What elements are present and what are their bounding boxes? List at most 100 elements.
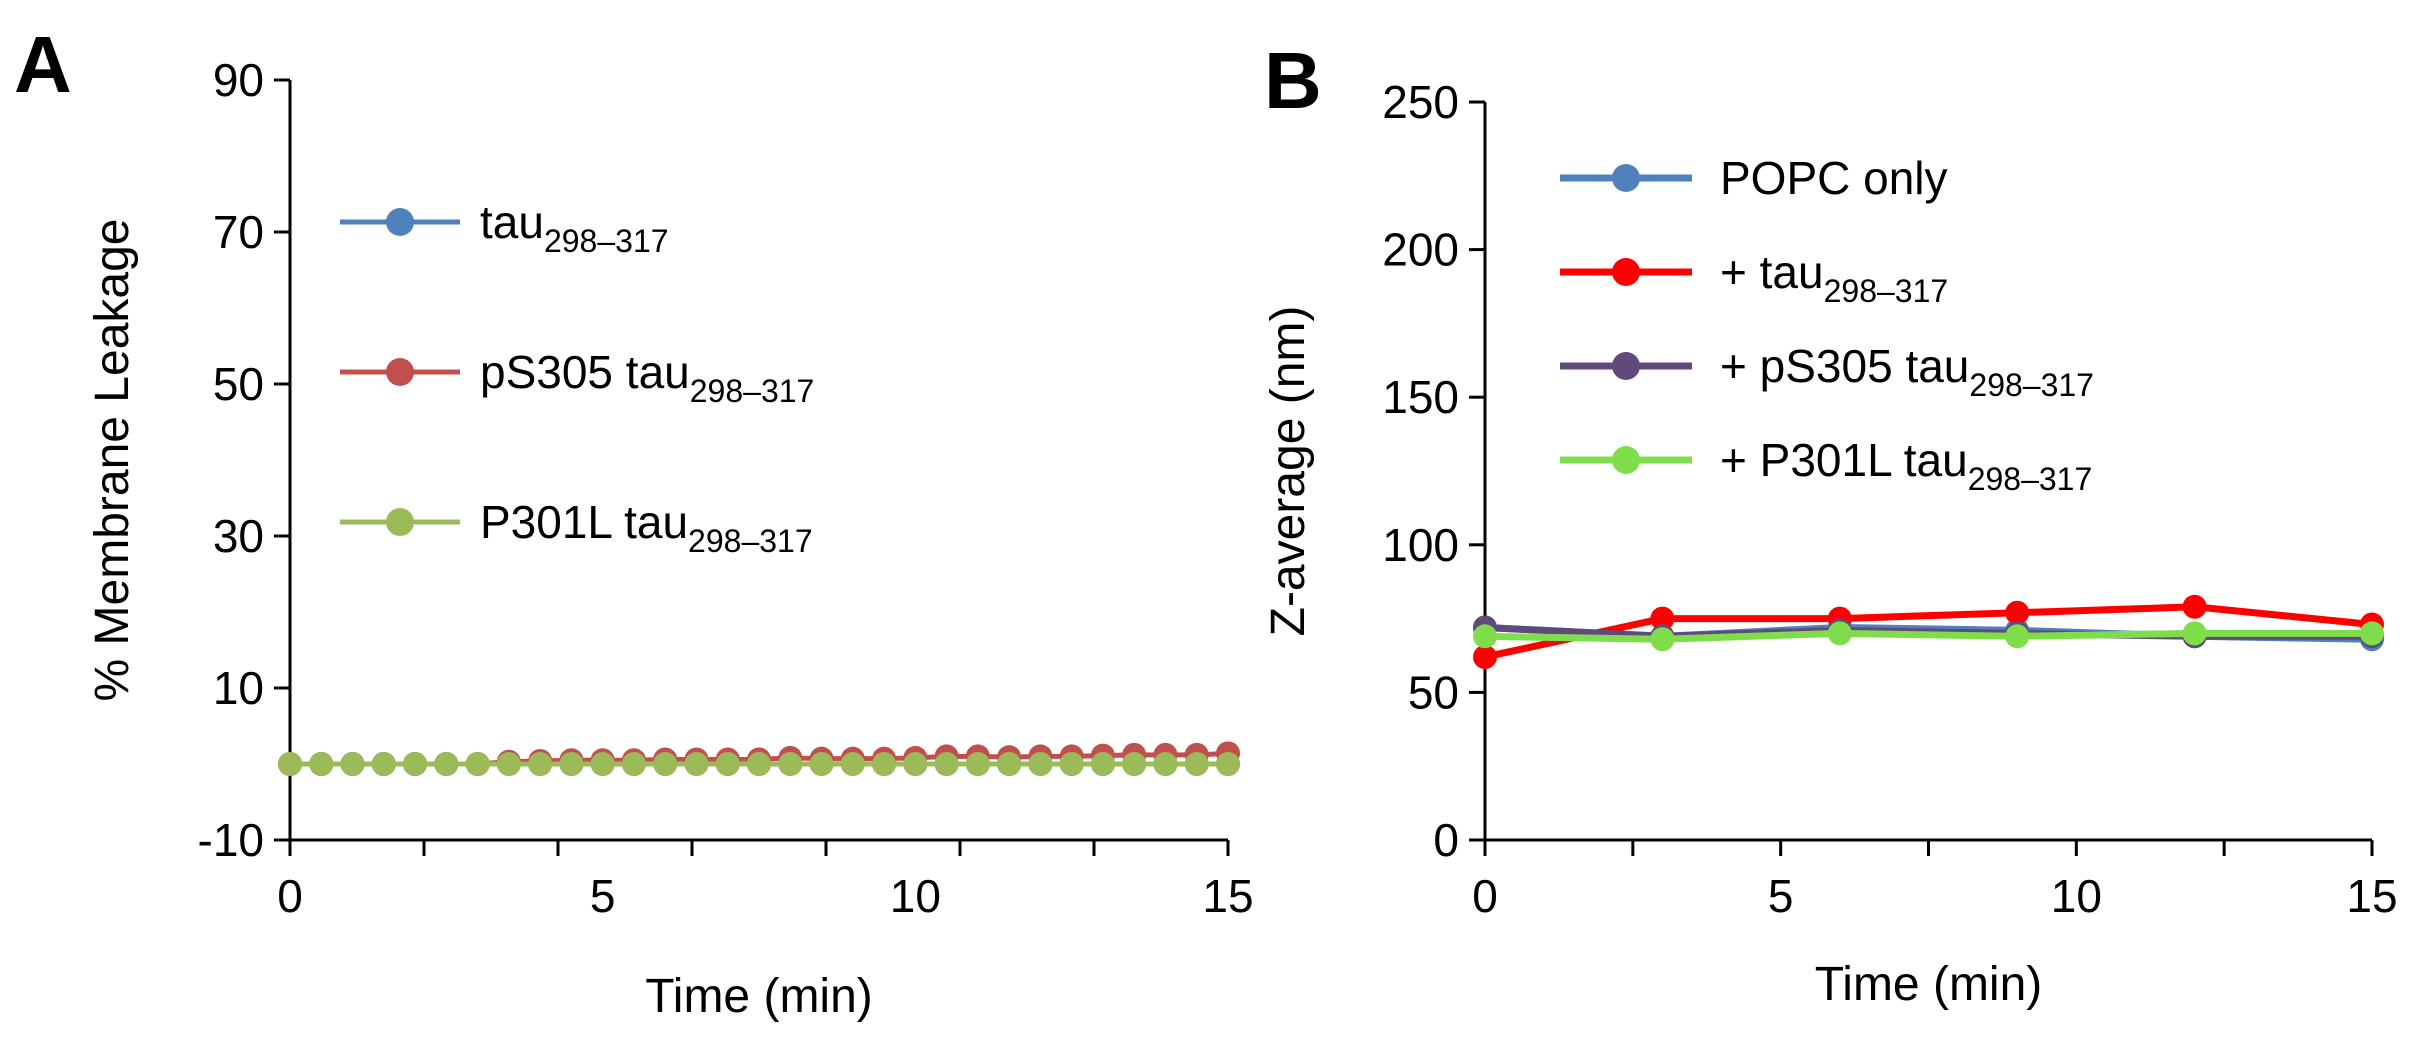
data-point: [528, 752, 553, 776]
series-line: [1484, 603, 2373, 661]
data-point: [1473, 644, 1497, 669]
y-tick-label: 70: [213, 206, 264, 258]
legend-label-subscript: 298–317: [544, 223, 669, 259]
data-point: [1059, 752, 1084, 776]
data-point: [403, 752, 428, 776]
legend-label-subscript: 298–317: [690, 373, 815, 409]
data-point: [1650, 627, 1675, 652]
data-point: [2182, 621, 2207, 646]
x-tick-label: 15: [1202, 870, 1253, 922]
data-point: [653, 752, 678, 776]
legend-marker: [386, 208, 414, 236]
data-point: [1028, 752, 1053, 776]
legend-label-text: pS305 tau: [480, 346, 690, 398]
data-point: [872, 752, 897, 776]
y-tick-label: 200: [1382, 224, 1459, 276]
data-point: [997, 752, 1022, 776]
data-point: [747, 752, 771, 776]
legend-marker: [1612, 258, 1640, 286]
x-tick-label: 10: [2051, 870, 2102, 922]
y-axis-title: % Membrane Leakage: [86, 219, 139, 702]
legend-marker: [386, 358, 414, 386]
data-point: [2005, 624, 2030, 649]
data-point: [934, 752, 959, 776]
y-tick-label: 100: [1382, 519, 1459, 571]
data-point: [1184, 752, 1209, 776]
data-point: [1090, 752, 1115, 776]
panel-a: A -10 10 30 50 70 90 0 5 10 15 Time (min) % Membran…: [14, 20, 1254, 1023]
data-point: [684, 752, 709, 776]
legend-label: pS305 tau298–317: [480, 346, 814, 409]
y-tick-label: 150: [1382, 371, 1459, 423]
legend-entry: + pS305 tau298–317: [1560, 340, 2094, 403]
legend-label-text: + tau: [1720, 246, 1824, 298]
y-tick-label: 10: [213, 662, 264, 714]
data-point: [1216, 752, 1240, 776]
data-point: [465, 752, 490, 776]
series-line: [1484, 629, 2372, 643]
data-point: [809, 752, 834, 776]
legend-entry: POPC only: [1560, 152, 1948, 204]
data-point: [715, 752, 740, 776]
x-tick-label: 15: [2346, 870, 2397, 922]
legend-label: P301L tau298–317: [480, 496, 813, 559]
y-tick-label: 50: [1408, 666, 1459, 718]
legend-label-subscript: 298–317: [688, 523, 813, 559]
data-point: [903, 752, 928, 776]
legend-label-text: P301L tau: [480, 496, 688, 548]
x-tick-label: 0: [277, 870, 303, 922]
legend-entry: pS305 tau298–317: [340, 346, 814, 409]
legend-marker: [1612, 352, 1640, 380]
data-point: [778, 752, 803, 776]
x-tick-label: 10: [890, 870, 941, 922]
data-point: [1827, 621, 1852, 646]
legend-label: + pS305 tau298–317: [1720, 340, 2094, 403]
data-point: [1122, 752, 1147, 776]
y-tick-label: 30: [213, 510, 264, 562]
data-point: [1153, 752, 1178, 776]
data-point: [496, 752, 521, 776]
data-point: [965, 752, 990, 776]
legend-label: POPC only: [1720, 152, 1948, 204]
panel-a-letter: A: [14, 20, 72, 109]
x-tick-label: 0: [1472, 870, 1498, 922]
data-point: [1650, 606, 1675, 631]
x-axis-title: Time (min): [1815, 958, 2043, 1011]
legend-label-text: + pS305 tau: [1720, 340, 1969, 392]
data-point: [2182, 594, 2207, 619]
data-point: [840, 752, 865, 776]
y-tick-label: -10: [198, 814, 264, 866]
series: [278, 752, 1240, 776]
legend-marker: [1612, 164, 1640, 192]
data-point: [309, 752, 334, 776]
y-tick-label: 250: [1382, 76, 1459, 128]
y-tick-label: 90: [213, 54, 264, 106]
legend-label-text: POPC only: [1720, 152, 1948, 204]
legend-label: + P301L tau298–317: [1720, 434, 2092, 497]
legend-label: + tau298–317: [1720, 246, 1948, 309]
data-point: [340, 752, 365, 776]
x-tick-label: 5: [1768, 870, 1794, 922]
data-point: [2005, 600, 2030, 625]
y-tick-label: 50: [213, 358, 264, 410]
legend-marker: [386, 508, 414, 536]
data-point: [559, 752, 584, 776]
y-tick-label: 0: [1433, 814, 1459, 866]
legend-label-text: tau: [480, 196, 544, 248]
panel-b: B 0 50 100 150 200 250 0 5 10 15 Time (min) Z-avera…: [1262, 36, 2398, 1011]
legend-entry: tau298–317: [340, 196, 669, 259]
legend-label-subscript: 298–317: [1969, 367, 2094, 403]
data-point: [2360, 621, 2384, 646]
legend-label: tau298–317: [480, 196, 669, 259]
series: [1473, 621, 2384, 652]
x-tick-label: 5: [590, 870, 616, 922]
legend-entry: + tau298–317: [1560, 246, 1948, 309]
data-point: [278, 752, 302, 776]
legend-label-subscript: 298–317: [1824, 273, 1949, 309]
legend-label-text: + P301L tau: [1720, 434, 1968, 486]
data-point: [1473, 624, 1497, 649]
panel-b-letter: B: [1264, 36, 1322, 125]
data-point: [590, 752, 615, 776]
x-axis-title: Time (min): [645, 970, 873, 1023]
